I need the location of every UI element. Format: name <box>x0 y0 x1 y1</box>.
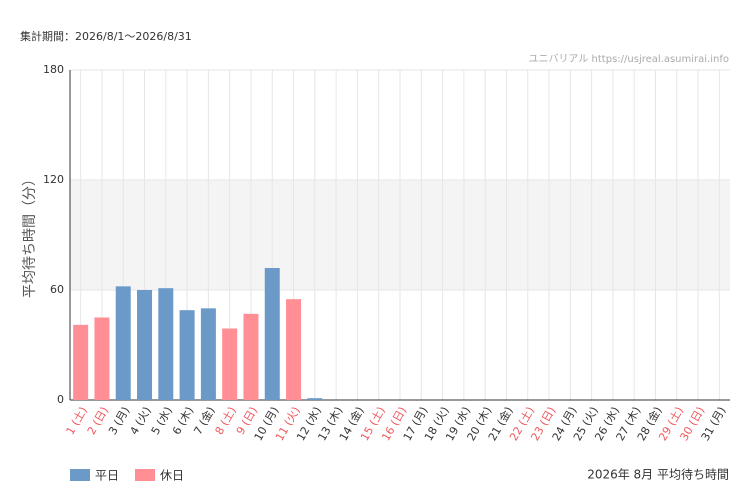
legend-label: 平日 <box>95 469 119 483</box>
bar <box>179 310 195 400</box>
caption: 2026年 8月 平均待ち時間 <box>587 468 729 482</box>
y-tick-label: 60 <box>50 283 64 296</box>
bar <box>115 286 131 400</box>
bar <box>264 268 280 400</box>
bar <box>94 317 110 400</box>
y-axis-label: 平均待ち時間（分） <box>22 172 38 298</box>
bar <box>158 288 174 400</box>
bar <box>200 308 216 400</box>
bar <box>137 290 153 400</box>
bar <box>307 398 323 400</box>
period: 集計期間：2026/8/1～2026/8/31 <box>20 29 192 43</box>
legend-label: 休日 <box>160 469 184 483</box>
bar <box>243 313 259 400</box>
y-tick-label: 120 <box>43 173 64 186</box>
bar <box>222 328 238 400</box>
y-tick-label: 180 <box>43 63 64 76</box>
bar <box>286 299 302 400</box>
watermark: ユニバリアル https://usjreal.asumirai.info <box>528 53 729 65</box>
legend-swatch <box>70 469 90 481</box>
bar <box>73 324 89 400</box>
legend-swatch <box>135 469 155 481</box>
y-tick-label: 0 <box>57 393 64 406</box>
